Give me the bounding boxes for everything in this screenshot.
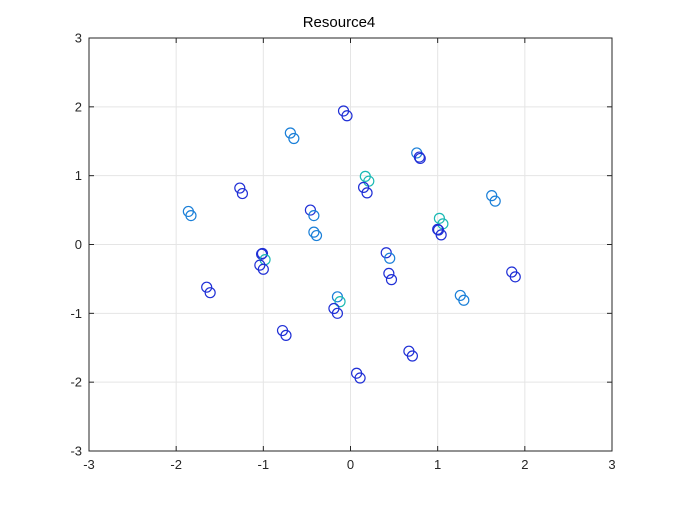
data-point [509,271,521,283]
data-point [406,350,418,362]
data-point [201,281,213,293]
data-point [357,181,370,193]
data-point [341,110,353,122]
data-point [257,263,269,275]
data-point [304,204,317,216]
data-point [383,267,395,280]
data-point [486,190,498,202]
x-tick-label: -3 [83,457,95,472]
data-point [256,247,269,260]
data-point [435,229,447,241]
x-tick-label: 3 [608,457,615,472]
data-point [433,212,446,224]
data-point [414,152,426,165]
axis-ticks: -3 -2 -1 0 1 2 3 -3 -2 -1 0 1 2 3 [70,31,615,473]
data-point [204,287,216,299]
data-point [284,127,296,139]
data-points [182,105,521,384]
data-point [280,329,292,341]
x-tick-label: -2 [170,457,182,472]
y-tick-label: 1 [75,168,82,183]
data-point [185,209,197,222]
data-point [361,187,373,199]
x-tick-label: 0 [347,457,354,472]
data-point [310,229,323,242]
y-tick-label: 3 [75,31,82,46]
data-point [236,187,249,200]
data-point [385,274,398,286]
data-point [308,226,320,238]
data-point [308,209,320,222]
data-point [432,223,444,235]
data-point [458,294,470,306]
data-point [255,248,268,260]
x-tick-label: 1 [434,457,441,472]
x-tick-label: -1 [258,457,270,472]
y-tick-label: 0 [75,237,82,252]
y-tick-label: -1 [70,306,82,321]
x-tick-label: 2 [521,457,528,472]
data-point [331,307,344,319]
data-point [413,151,425,163]
chart-title: Resource4 [303,14,376,31]
data-point [288,132,300,145]
data-point [234,182,246,194]
data-point [384,252,396,264]
y-tick-label: -3 [70,444,82,459]
data-point [380,247,392,259]
data-point [254,259,266,271]
y-tick-label: 2 [75,99,82,114]
data-point [489,195,501,207]
y-tick-label: -2 [70,375,82,390]
data-point [334,296,346,308]
data-point [354,372,366,384]
